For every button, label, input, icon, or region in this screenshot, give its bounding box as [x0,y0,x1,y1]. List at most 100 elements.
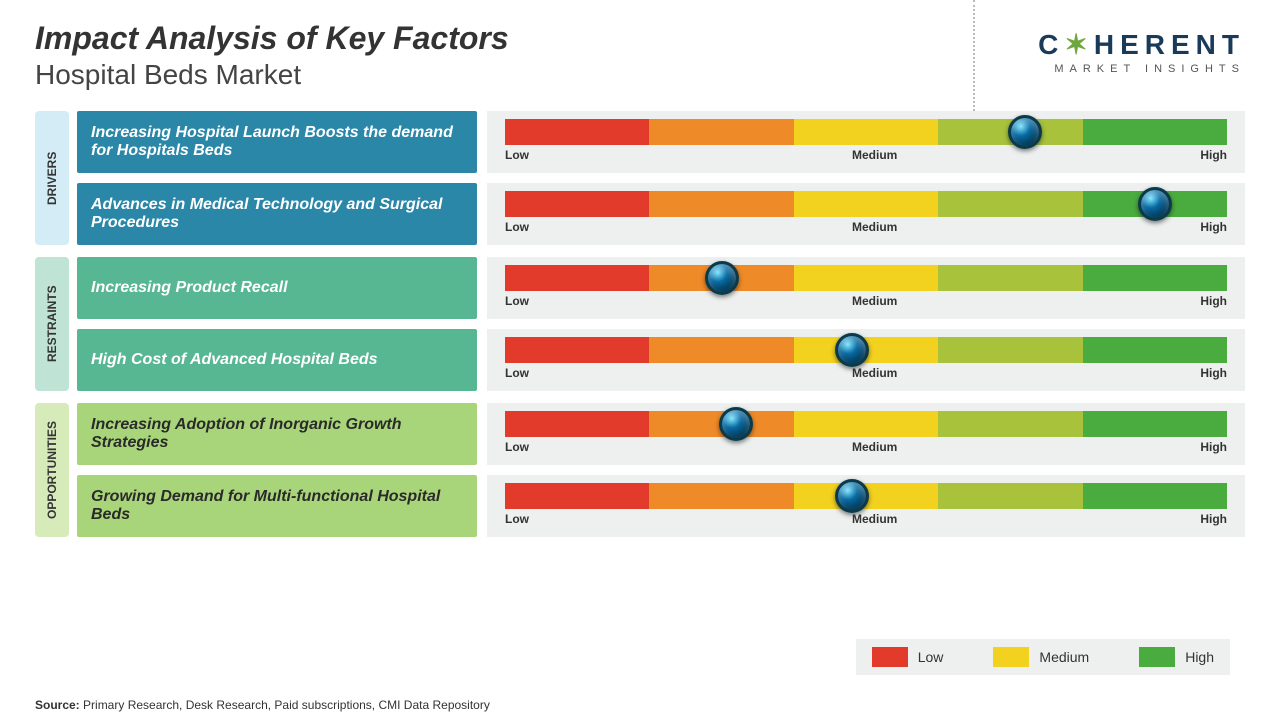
scale-segment [794,119,938,145]
category-rows: Increasing Hospital Launch Boosts the de… [77,111,1245,245]
scale-bar [505,191,1227,217]
impact-marker-icon [835,333,869,367]
category-label: RESTRAINTS [35,257,69,391]
category-rows: Increasing Product Recall Low Medium High Hi… [77,257,1245,391]
scale-labels: LowMediumHigh [505,148,1227,162]
factor-label: Increasing Hospital Launch Boosts the de… [77,111,477,173]
impact-scale: LowMediumHigh [487,111,1245,173]
factor-label: Increasing Product Recall [77,257,477,319]
brand-logo: C✶HERENT MARKET INSIGHTS [1038,20,1245,75]
scale-label-medium: Medium [852,512,897,526]
factor-label: Advances in Medical Technology and Surgi… [77,183,477,245]
scale-label-medium: Medium [852,294,897,308]
category-group: RESTRAINTSIncreasing Product Recall Low Me… [35,257,1245,391]
scale-label-low: Low [505,148,529,162]
scale-labels: Low Medium High [505,294,1227,308]
page-title: Impact Analysis of Key Factors [35,20,509,57]
impact-marker-icon [719,407,753,441]
scale-segment [938,337,1082,363]
legend-swatch [993,647,1029,667]
factors-grid: DRIVERSIncreasing Hospital Launch Boosts… [35,111,1245,537]
scale-segment [649,119,793,145]
scale-bar [505,119,1227,145]
scale-segment [505,411,649,437]
scale-label-low: Low [505,220,529,234]
header-divider [973,0,975,115]
scale-segment [938,483,1082,509]
legend-swatch [872,647,908,667]
scale-segment [505,483,649,509]
legend-swatch [1139,647,1175,667]
scale-segment [1083,337,1227,363]
factor-row: Increasing Hospital Launch Boosts the de… [77,111,1245,173]
scale-labels: Low Medium High [505,512,1227,526]
legend-item: Medium [993,647,1089,667]
scale-label-low: Low [505,294,529,308]
impact-marker-icon [705,261,739,295]
scale-segment [505,337,649,363]
header: Impact Analysis of Key Factors Hospital … [35,20,1245,91]
scale-label-high: High [1200,512,1227,526]
scale-segment [1083,265,1227,291]
category-group: OPPORTUNITIESIncreasing Adoption of Inor… [35,403,1245,537]
category-label: OPPORTUNITIES [35,403,69,537]
factor-row: Growing Demand for Multi-functional Hosp… [77,475,1245,537]
impact-scale: Low Medium High [487,257,1245,319]
scale-segment [938,191,1082,217]
legend-label: Medium [1039,649,1089,665]
impact-marker-icon [1138,187,1172,221]
scale-bar [505,265,1227,291]
scale-segment [1083,411,1227,437]
title-block: Impact Analysis of Key Factors Hospital … [35,20,509,91]
scale-segment [794,411,938,437]
page-container: Impact Analysis of Key Factors Hospital … [0,0,1280,720]
legend-item: Low [872,647,944,667]
scale-segment [505,119,649,145]
scale-segment [794,265,938,291]
scale-label-medium: Medium [852,366,897,380]
category-label: DRIVERS [35,111,69,245]
impact-scale: Low Medium High [487,183,1245,245]
scale-segment [649,191,793,217]
scale-label-medium: Medium [852,220,897,234]
factor-row: High Cost of Advanced Hospital Beds Low Me… [77,329,1245,391]
scale-bar [505,411,1227,437]
factor-label: Growing Demand for Multi-functional Hosp… [77,475,477,537]
scale-segment [649,483,793,509]
factor-label: Increasing Adoption of Inorganic Growth … [77,403,477,465]
scale-label-low: Low [505,512,529,526]
scale-label-high: High [1200,220,1227,234]
category-group: DRIVERSIncreasing Hospital Launch Boosts… [35,111,1245,245]
source-label: Source: [35,698,80,712]
scale-segment [794,191,938,217]
impact-marker-icon [835,479,869,513]
page-subtitle: Hospital Beds Market [35,59,509,91]
source-text: Primary Research, Desk Research, Paid su… [80,698,490,712]
scale-segment [649,337,793,363]
impact-scale: LowMediumHigh [487,329,1245,391]
impact-scale: Low Medium High [487,475,1245,537]
scale-label-high: High [1200,440,1227,454]
factor-row: Advances in Medical Technology and Surgi… [77,183,1245,245]
scale-segment [938,411,1082,437]
logo-text: C✶HERENT [1038,28,1245,61]
impact-marker-icon [1008,115,1042,149]
scale-segment [938,265,1082,291]
logo-subtext: MARKET INSIGHTS [1038,63,1245,75]
scale-bar [505,337,1227,363]
scale-label-medium: Medium [852,440,897,454]
scale-labels: LowMediumHigh [505,440,1227,454]
scale-label-high: High [1200,294,1227,308]
scale-label-medium: Medium [852,148,897,162]
scale-labels: LowMediumHigh [505,366,1227,380]
legend-label: High [1185,649,1214,665]
legend: Low Medium High [856,639,1230,675]
impact-scale: LowMediumHigh [487,403,1245,465]
scale-segment [505,191,649,217]
factor-label: High Cost of Advanced Hospital Beds [77,329,477,391]
legend-item: High [1139,647,1214,667]
source-line: Source: Primary Research, Desk Research,… [35,698,490,712]
scale-labels: Low Medium High [505,220,1227,234]
factor-row: Increasing Adoption of Inorganic Growth … [77,403,1245,465]
scale-label-low: Low [505,366,529,380]
